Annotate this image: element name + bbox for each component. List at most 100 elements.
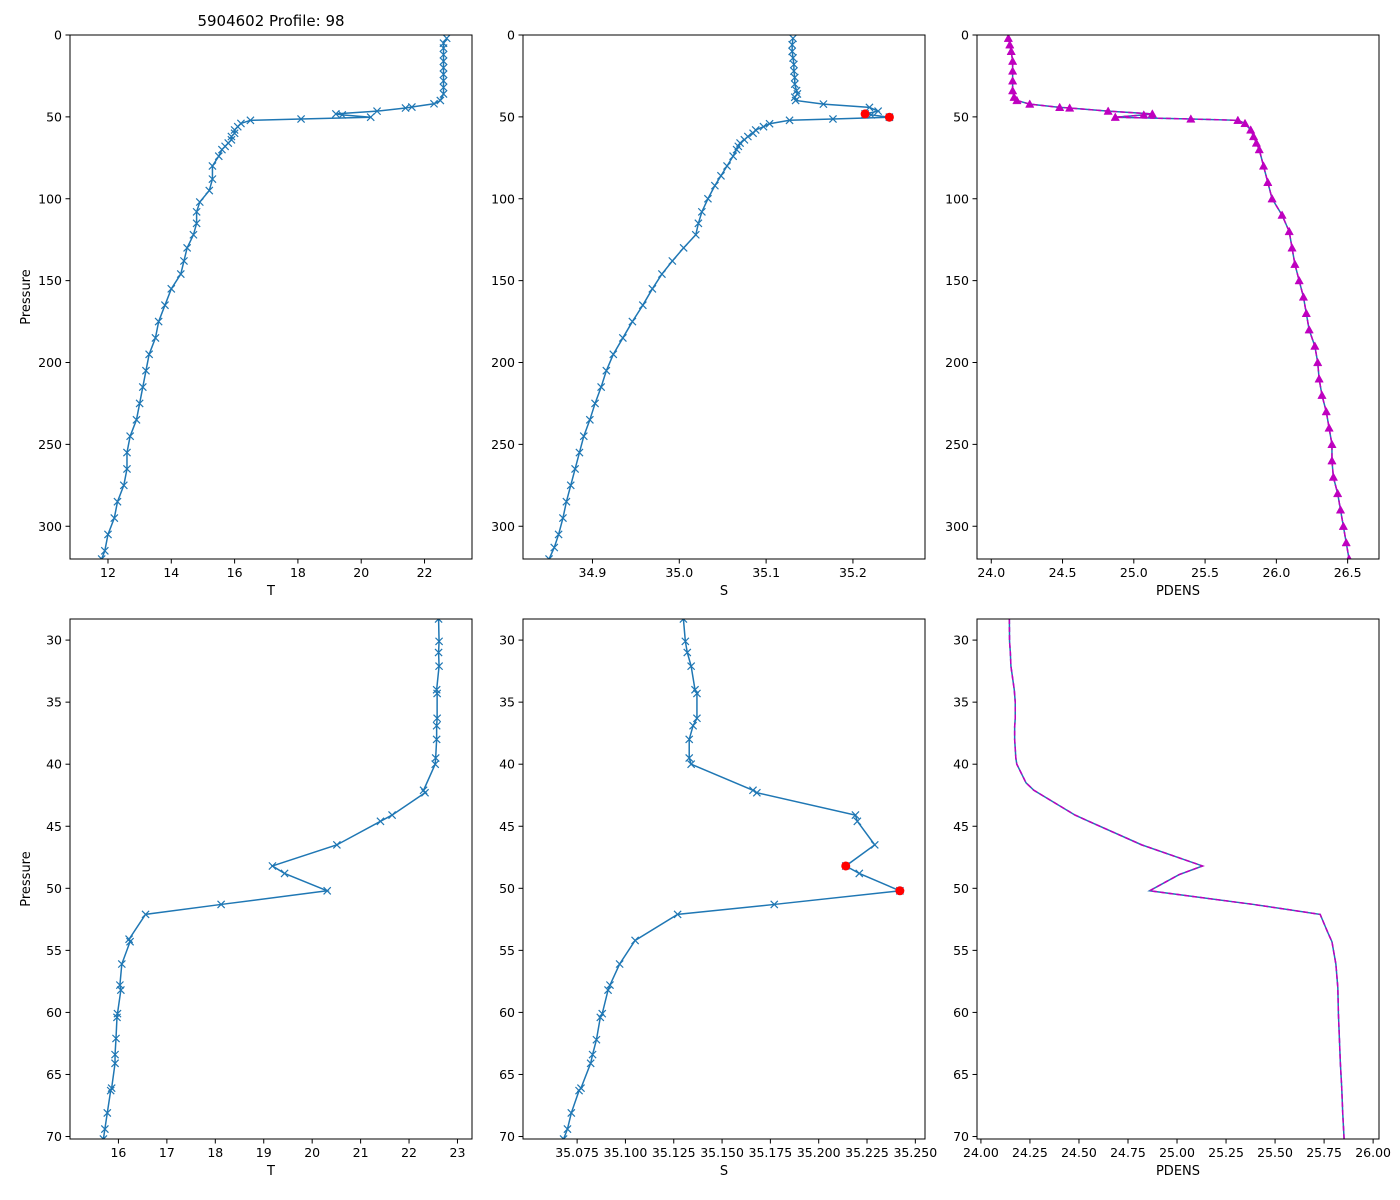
data-point-marker [1301,308,1311,317]
data-point-marker [1314,374,1324,383]
data-point-marker [591,399,600,408]
data-point-marker [116,986,125,995]
y-tick-label: 50 [46,109,62,124]
data-point-marker [609,350,618,359]
y-tick-label: 55 [953,943,969,958]
x-tick-label: 21 [353,1145,369,1160]
chart-panel-bottom-salinity: 35.075 35.100 35.125 35.150 35.175 35.200 35.2… [499,618,937,1179]
data-point-marker [419,786,428,795]
data-point-marker [179,256,188,265]
x-tick-label: 23 [450,1145,466,1160]
x-tick-label: 26.5 [1334,565,1362,580]
y-tick-label: 40 [46,757,62,772]
data-point-marker [789,53,798,62]
axes-frame [69,34,473,560]
data-point-marker [679,619,688,624]
data-point-marker [103,1108,112,1117]
y-tick-label: 0 [54,28,62,43]
data-point-marker [100,546,109,555]
data-point-marker [135,399,144,408]
series-line-dashed [1007,38,1350,559]
y-tick-label: 50 [953,109,969,124]
data-point-marker [1298,292,1309,301]
data-point-marker [770,900,779,909]
data-point-marker [97,554,106,559]
x-tick-label: 25.50 [1257,1145,1293,1160]
y-tick-label: 65 [46,1067,62,1082]
data-point-marker [789,67,798,76]
chart-panel-top-density: 24.0 24.5 25.0 25.5 26.0 26.5 0 50 100 150 200 250 3… [945,28,1380,599]
data-point-marker [1240,118,1250,128]
y-axis-label: Pressure [19,851,34,907]
data-point-marker [376,817,385,826]
data-point-marker [851,811,860,820]
data-point-marker [752,788,761,797]
data-point-marker [138,383,147,392]
data-point-marker [870,840,879,849]
data-point-marker [694,219,703,228]
x-tick-label: 35.2 [839,565,867,580]
y-tick-label: 150 [491,273,515,288]
data-point-marker [1065,103,1075,112]
data-point-marker [205,186,214,195]
data-point-marker [107,1084,116,1093]
x-tick-label: 35.075 [555,1145,599,1160]
data-point-marker [631,936,640,945]
data-point-marker [618,333,627,342]
data-point-marker [819,100,828,109]
data-point-marker [401,104,410,113]
data-point-marker [685,753,694,763]
data-point-marker [789,60,798,69]
data-point-marker [562,497,571,506]
y-tick-label: 30 [46,633,62,648]
data-point-marker [638,301,647,310]
data-point-marker [575,1086,584,1095]
y-tick-label: 50 [499,109,515,124]
series-line-dashed [1008,619,1345,1139]
data-point-marker [122,448,132,457]
data-point-marker [338,110,347,119]
flagged-point [884,112,894,122]
series-line [562,619,903,1139]
x-tick-label: 25.75 [1306,1145,1342,1160]
y-tick-label: 35 [953,695,969,710]
data-point-marker [703,194,712,203]
data-point-marker [597,383,606,392]
x-tick-label: 22 [401,1145,417,1160]
data-point-marker [435,662,444,671]
x-tick-label: 12 [100,565,116,580]
data-point-marker [571,464,580,473]
y-tick-label: 40 [499,757,515,772]
data-point-marker [176,270,185,279]
data-point-marker [1254,144,1264,154]
data-point-marker [789,35,798,43]
y-tick-label: 35 [499,695,515,710]
data-point-marker [657,270,666,279]
data-point-marker [628,317,637,326]
y-tick-label: 70 [499,1129,515,1144]
x-tick-label: 18 [207,1145,223,1160]
data-point-marker [1328,472,1339,481]
axes-frame [69,618,473,1140]
y-tick-label: 300 [945,519,969,534]
data-point-marker [439,44,448,53]
data-point-marker [435,637,444,646]
y-tick-label: 100 [38,191,62,206]
x-tick-label: 35.200 [797,1145,841,1160]
data-point-marker [1008,56,1018,65]
y-tick-label: 55 [499,943,515,958]
data-point-marker [126,937,135,946]
x-tick-label: 25.25 [1208,1145,1244,1160]
data-point-marker [332,840,341,849]
data-point-marker [126,432,135,441]
y-tick-label: 45 [499,819,515,834]
data-point-marker [434,619,443,624]
data-point-marker [1313,357,1323,367]
data-point-marker [685,735,694,744]
data-point-marker [1025,99,1035,108]
data-point-marker [407,103,416,112]
data-point-marker [331,109,340,118]
x-tick-label: 14 [163,565,179,580]
data-point-marker [106,1086,115,1095]
data-point-marker [759,122,768,131]
